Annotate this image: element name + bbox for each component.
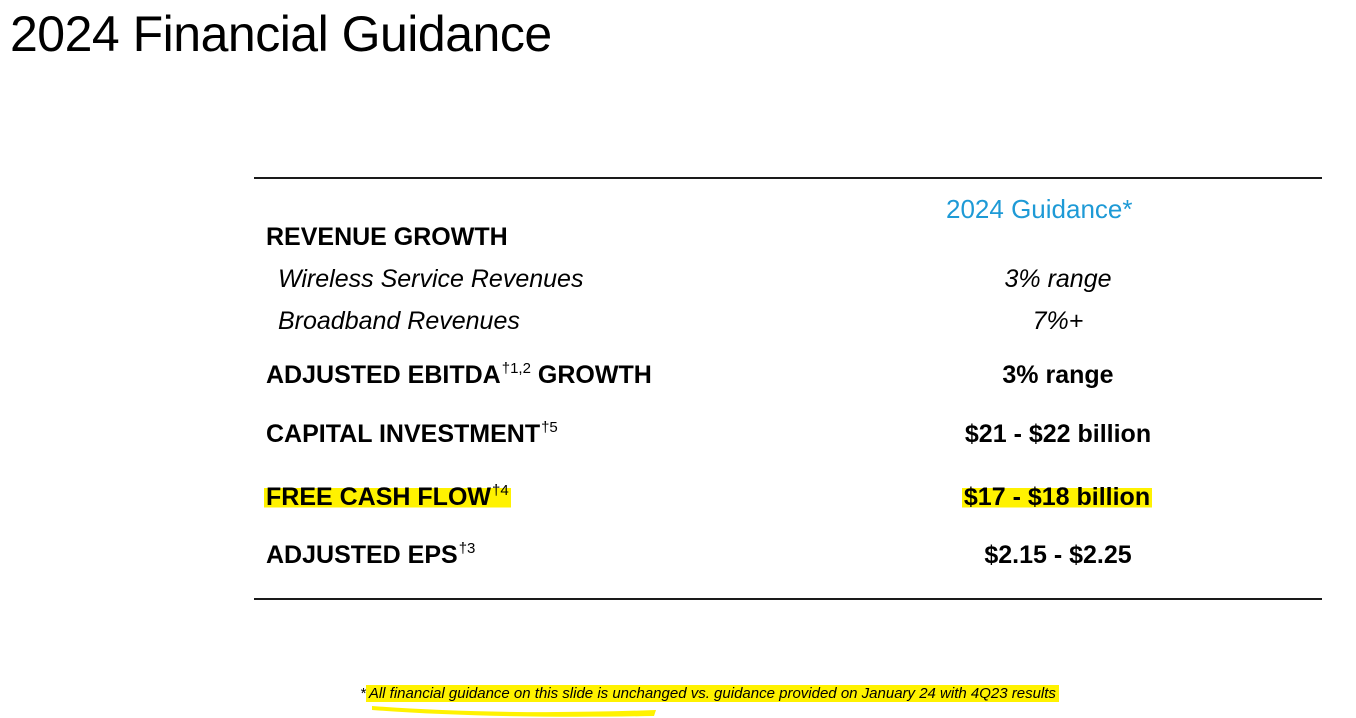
free-cash-flow-text: FREE CASH FLOW: [266, 483, 491, 511]
footnote-star: *: [360, 685, 366, 702]
wireless-revenues-label: Wireless Service Revenues: [278, 265, 584, 293]
free-cash-flow-footnote-mark: †4: [492, 482, 509, 499]
guidance-column-header: 2024 Guidance*: [946, 194, 1133, 224]
adjusted-ebitda-label: ADJUSTED EBITDA†1,2 GROWTH: [266, 359, 652, 395]
adjusted-eps-value: $2.15 - $2.25: [984, 541, 1132, 569]
capital-investment-value: $21 - $22 billion: [964, 420, 1152, 448]
broadband-revenues-value: 7%+: [1032, 307, 1084, 335]
adjusted-ebitda-value: 3% range: [1002, 361, 1114, 389]
table-top-rule: [254, 177, 1322, 179]
page-title: 2024 Financial Guidance: [10, 6, 552, 62]
adjusted-ebitda-suffix: GROWTH: [530, 361, 652, 389]
adjusted-eps-text: ADJUSTED EPS: [266, 541, 458, 569]
table-bottom-rule: [254, 598, 1322, 600]
footnote: * All financial guidance on this slide is…: [360, 683, 1059, 705]
free-cash-flow-highlight: FREE CASH FLOW†4: [264, 482, 511, 511]
adjusted-eps-label: ADJUSTED EPS†3: [266, 539, 475, 575]
capital-investment-footnote-mark: †5: [541, 419, 558, 436]
free-cash-flow-label: FREE CASH FLOW†4: [264, 481, 511, 517]
footnote-text: All financial guidance on this slide is …: [365, 685, 1059, 702]
adjusted-ebitda-footnote-mark: †1,2: [501, 360, 531, 377]
wireless-revenues-value: 3% range: [1004, 265, 1112, 293]
free-cash-flow-value-highlight: $17 - $18 billion: [961, 483, 1153, 511]
broadband-revenues-label: Broadband Revenues: [278, 307, 520, 335]
free-cash-flow-value: $17 - $18 billion: [860, 481, 1256, 513]
highlight-swoosh-mark: [372, 706, 656, 717]
capital-investment-label: CAPITAL INVESTMENT†5: [266, 418, 558, 454]
adjusted-ebitda-text: ADJUSTED EBITDA: [266, 361, 501, 389]
capital-investment-text: CAPITAL INVESTMENT: [266, 420, 541, 448]
revenue-growth-label: REVENUE GROWTH: [266, 223, 508, 251]
adjusted-eps-footnote-mark: †3: [458, 540, 476, 557]
